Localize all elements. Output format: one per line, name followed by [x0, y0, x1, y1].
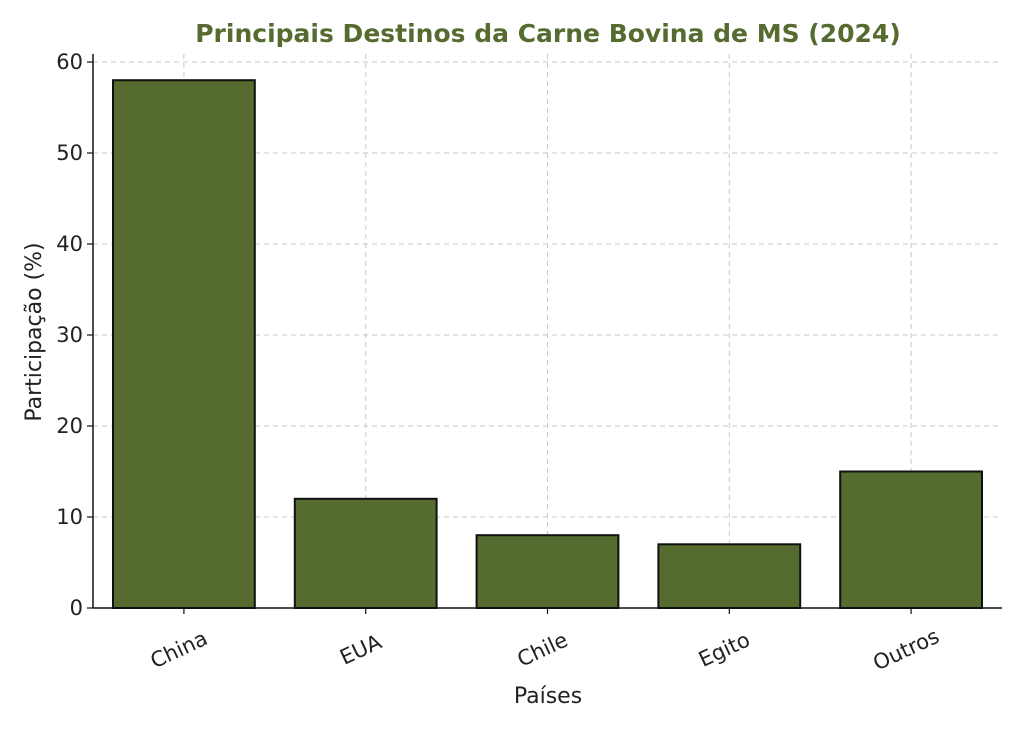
x-axis-label: Países	[514, 684, 582, 709]
bar-china	[111, 79, 256, 609]
y-axis-label: Participação (%)	[22, 242, 47, 421]
bar-egito	[657, 543, 802, 609]
bar-outros	[839, 470, 984, 609]
x-tick-label: EUA	[336, 629, 386, 669]
y-tick-label: 40	[56, 232, 83, 256]
bars-layer	[111, 79, 984, 610]
y-tick-label: 10	[56, 505, 83, 529]
y-tick-label: 60	[56, 50, 83, 74]
x-tick-label: China	[147, 626, 212, 673]
y-tick-label: 20	[56, 414, 83, 438]
bar-eua	[293, 497, 438, 609]
chart-title: Principais Destinos da Carne Bovina de M…	[195, 19, 901, 48]
bar-chile	[475, 534, 620, 610]
y-tick-label: 50	[56, 141, 83, 165]
y-tick-label: 30	[56, 323, 83, 347]
y-tick-label: 0	[70, 596, 83, 620]
x-tick-label: Chile	[514, 628, 572, 672]
x-tick-label: Egito	[695, 627, 754, 671]
x-tick-label: Outros	[869, 624, 943, 675]
